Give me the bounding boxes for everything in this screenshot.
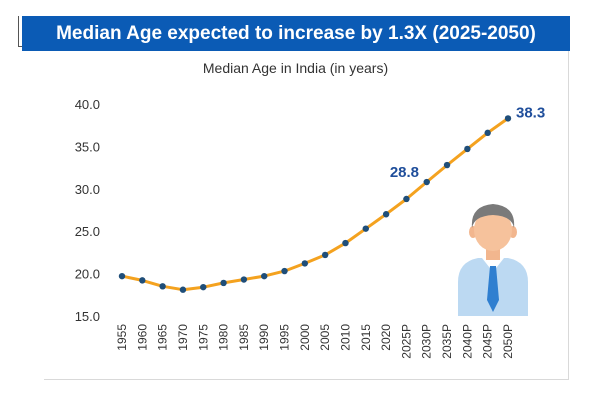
x-tick-label: 2005	[318, 324, 332, 351]
data-point	[118, 272, 126, 280]
chart-banner-title: Median Age expected to increase by 1.3X …	[22, 16, 570, 51]
x-tick-label: 2020	[379, 324, 393, 351]
corner-bracket	[18, 16, 23, 47]
data-point	[220, 279, 227, 287]
data-labels: 28.8 38.3	[390, 104, 545, 181]
x-tick-label: 2000	[298, 324, 312, 351]
data-label: 28.8	[390, 164, 419, 181]
x-tick-label: 2040P	[460, 324, 474, 359]
data-points	[118, 115, 512, 293]
data-point	[423, 178, 430, 186]
y-tick-label: 20.0	[75, 267, 100, 282]
x-tick-label: 2050P	[501, 324, 515, 359]
y-tick-label: 15.0	[75, 309, 100, 324]
data-point	[281, 267, 288, 275]
x-tick-label: 2045P	[481, 324, 495, 359]
data-point	[484, 129, 491, 137]
businessman-icon	[458, 204, 528, 316]
x-tick-label: 1955	[115, 324, 129, 351]
x-tick-label: 1970	[176, 324, 190, 351]
y-tick-label: 25.0	[75, 224, 100, 239]
x-tick-label: 1980	[217, 324, 231, 351]
x-tick-label: 1990	[257, 324, 271, 351]
y-tick-label: 35.0	[75, 139, 100, 154]
series-line	[121, 117, 509, 292]
x-tick-label: 2015	[359, 324, 373, 351]
x-tick-label: 1975	[196, 324, 210, 351]
y-tick-label: 40.0	[75, 97, 100, 112]
data-point	[342, 239, 349, 247]
data-point	[200, 283, 207, 291]
data-point	[240, 276, 248, 283]
data-point	[443, 161, 451, 169]
x-tick-label: 1960	[135, 324, 149, 351]
data-point	[179, 286, 187, 293]
x-tick-label: 2010	[338, 324, 352, 351]
data-point	[261, 272, 268, 280]
data-point	[464, 145, 471, 153]
data-point	[382, 211, 390, 218]
y-axis-ticks: 15.0 20.0 25.0 30.0 35.0 40.0	[75, 97, 100, 324]
chart-panel	[44, 51, 569, 380]
data-point	[403, 195, 410, 203]
x-tick-label: 1995	[278, 324, 292, 351]
data-point	[504, 115, 512, 122]
data-point	[301, 260, 309, 267]
x-tick-label: 1985	[237, 324, 251, 351]
x-tick-label: 2025P	[399, 324, 413, 359]
x-tick-label: 2030P	[420, 324, 434, 359]
chart-title: Median Age in India (in years)	[202, 60, 389, 76]
data-point	[139, 277, 146, 284]
x-tick-label: 2035P	[440, 324, 454, 359]
y-tick-label: 30.0	[75, 182, 100, 197]
data-point	[362, 225, 369, 232]
data-label: 38.3	[516, 104, 545, 121]
x-axis-ticks: 1955 1960 1965 1970 1975 1980 1985 1990 1995 2000…	[115, 324, 515, 359]
series-line-group	[121, 117, 509, 292]
data-point	[159, 283, 166, 290]
x-tick-label: 1965	[156, 324, 170, 351]
data-point	[321, 251, 329, 259]
